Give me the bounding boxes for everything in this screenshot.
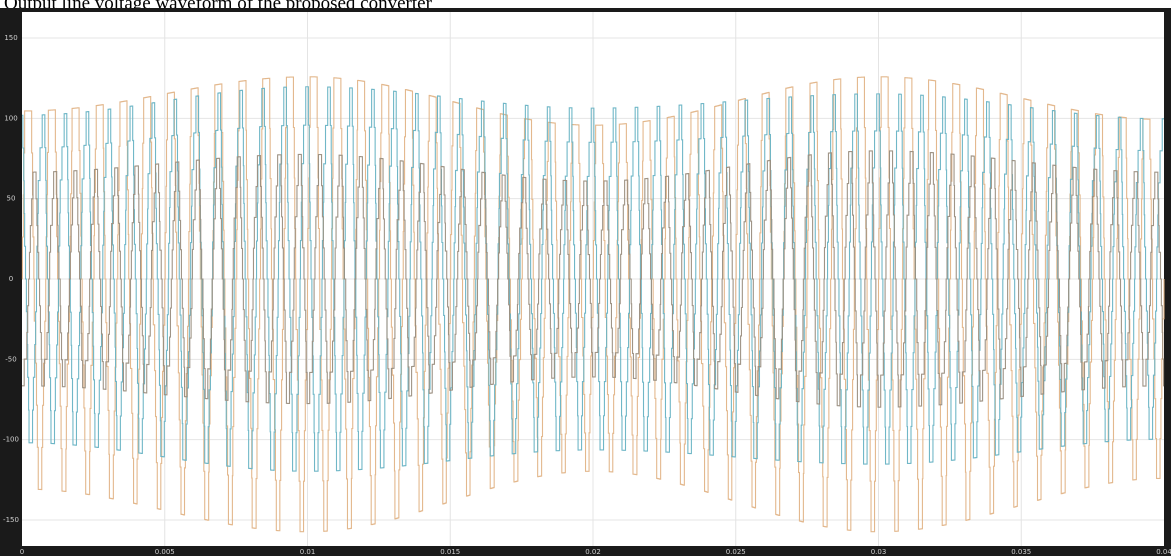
tick-labels: 0 0.005 0.01 0.015 0.02 0.025 0.03 0.035 0.04 150… [3,34,1171,556]
x-tick-label: 0.005 [155,548,175,556]
x-tick-label: 0.015 [440,548,460,556]
x-tick-label: 0.02 [585,548,601,556]
y-tick-label: -100 [3,436,19,444]
waveform-chart: 0 0.005 0.01 0.015 0.02 0.025 0.03 0.035 0.04 150… [3,12,1171,556]
y-tick-label: 0 [9,275,13,283]
series-group [21,76,1165,533]
y-tick-label: -50 [5,355,16,363]
y-tick-label: -150 [3,516,19,524]
x-tick-label: 0 [20,548,24,556]
series-line-2 [22,86,1164,472]
figure-caption: Output line voltage waveform of the prop… [4,0,484,8]
series-line-3 [22,150,1165,408]
x-tick-label: 0.035 [1011,548,1031,556]
x-tick-label: 0.04 [1156,548,1171,556]
scope-frame: 0 0.005 0.01 0.015 0.02 0.025 0.03 0.035 0.04 150… [0,8,1171,556]
y-tick-label: 100 [4,114,17,122]
y-tick-label: 150 [4,34,17,42]
x-tick-label: 0.025 [726,548,746,556]
x-tick-label: 0.03 [871,548,887,556]
y-tick-label: 50 [7,195,16,203]
x-tick-label: 0.01 [300,548,316,556]
